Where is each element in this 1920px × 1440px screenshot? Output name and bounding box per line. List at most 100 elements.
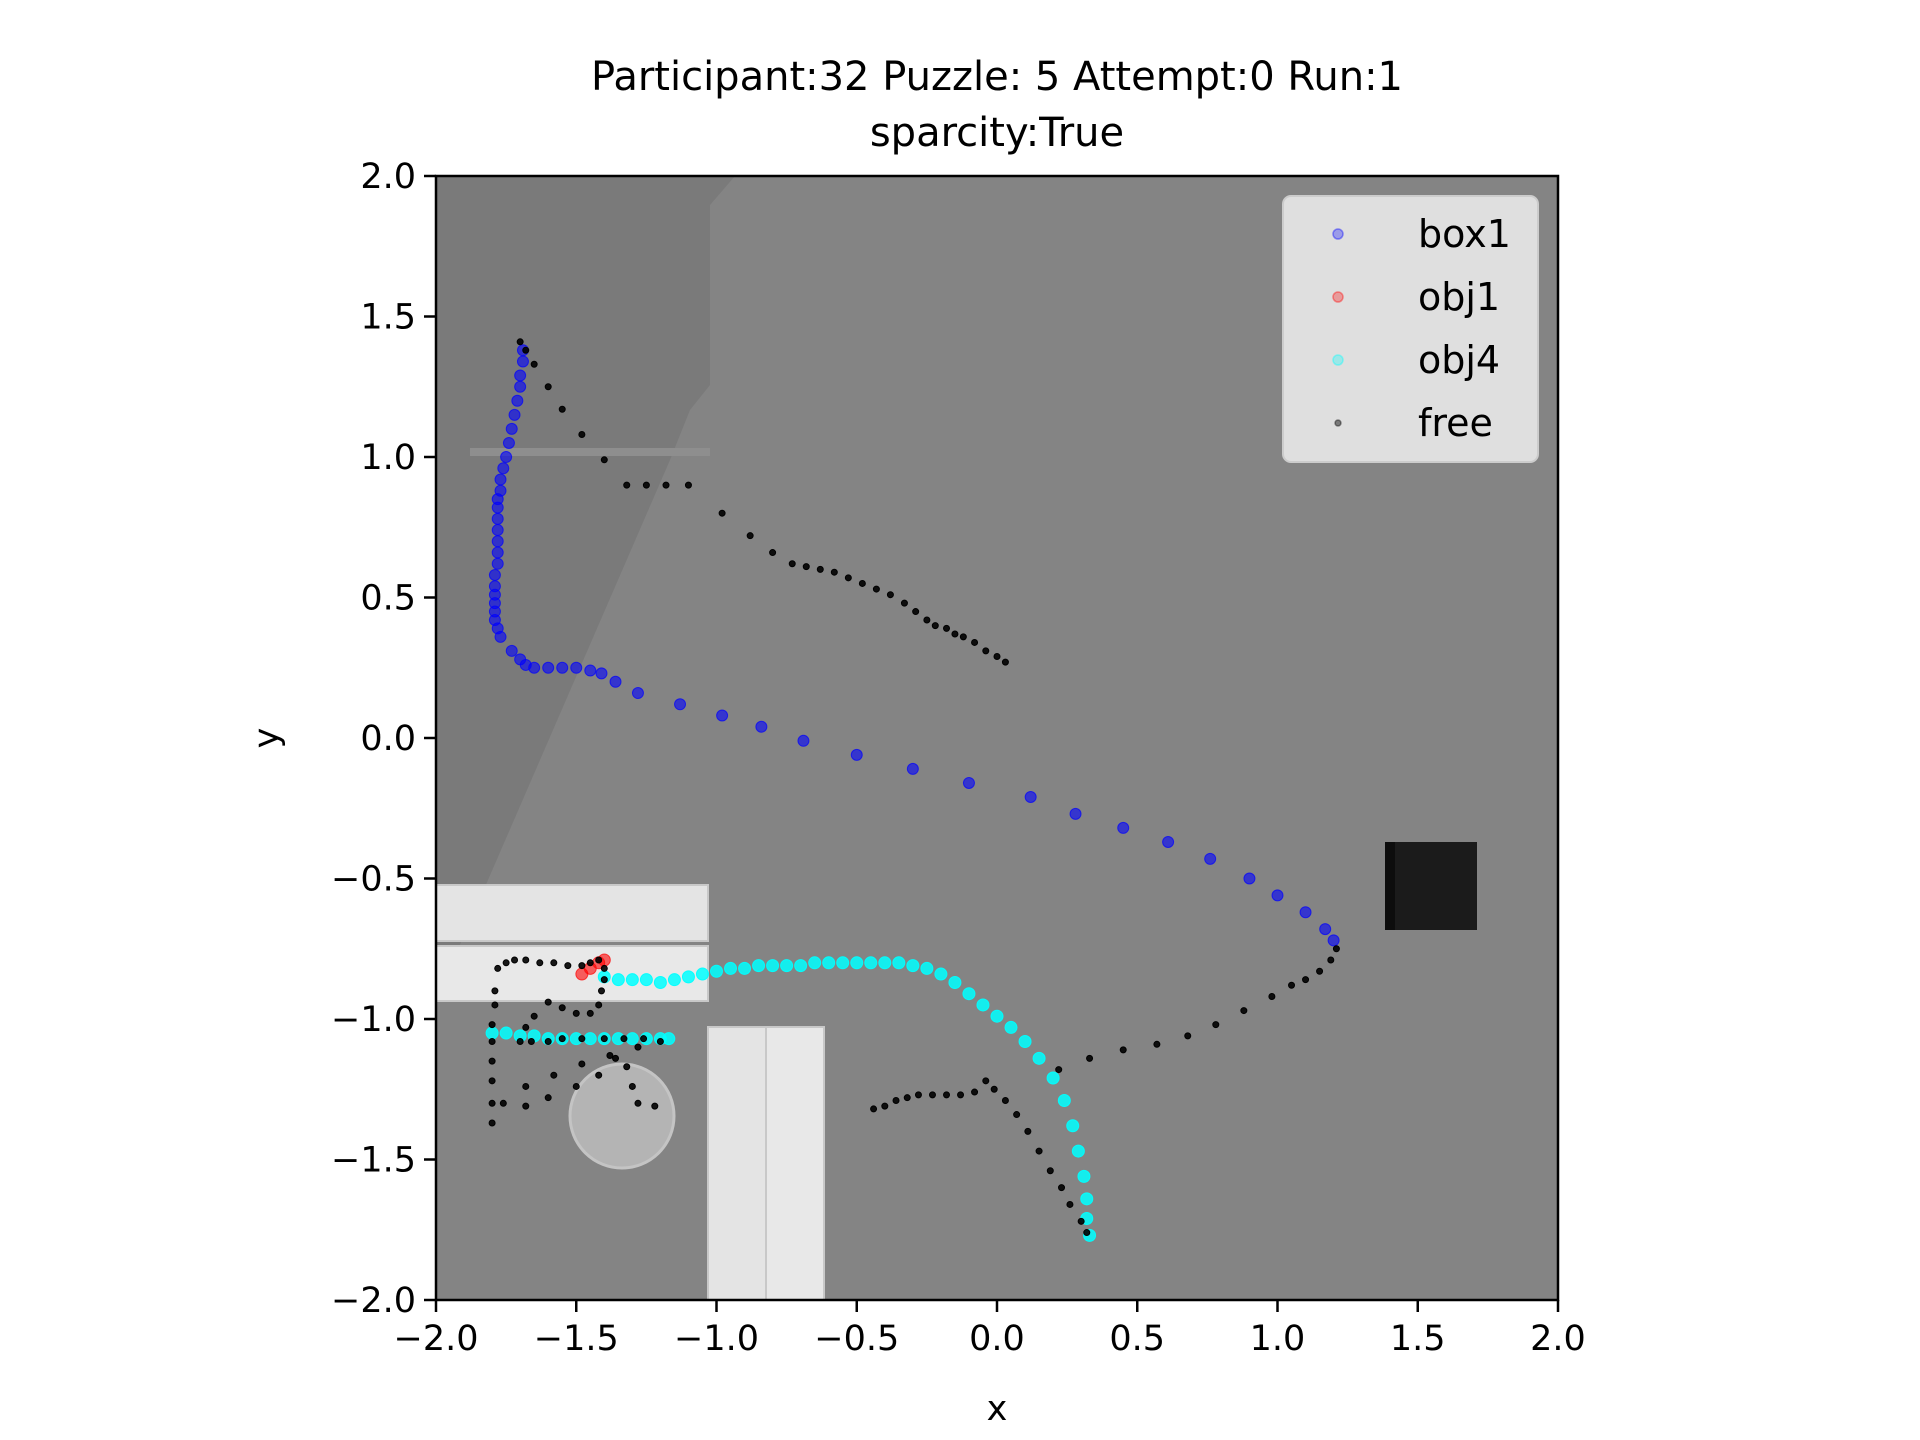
point-free (642, 481, 650, 489)
point-free (1119, 1046, 1127, 1054)
point-free (522, 1082, 530, 1090)
point-obj4 (1046, 1071, 1060, 1085)
point-obj4 (920, 961, 934, 975)
y-axis-label: y (247, 728, 287, 749)
chart-title-line1: Participant:32 Puzzle: 5 Attempt:0 Run:1 (591, 54, 1403, 100)
point-obj4 (1080, 1192, 1094, 1206)
point-obj4 (639, 973, 653, 987)
point-free (957, 1091, 965, 1099)
point-free (522, 1023, 530, 1031)
point-free (597, 987, 605, 995)
y-tick-label: 0.5 (360, 579, 416, 619)
chart-title-line2: sparcity:True (870, 110, 1124, 156)
point-free (578, 431, 586, 439)
point-free (870, 1105, 878, 1113)
x-tick-label: −0.5 (814, 1319, 899, 1359)
point-free (516, 1037, 524, 1045)
dark-wall-region (436, 176, 735, 1000)
point-free (923, 616, 931, 624)
point-box1 (716, 709, 729, 722)
point-free (971, 638, 979, 646)
point-box1 (1024, 791, 1037, 804)
x-tick-label: 1.5 (1390, 1319, 1446, 1359)
point-obj4 (1004, 1020, 1018, 1034)
point-obj4 (878, 956, 892, 970)
point-obj4 (752, 959, 766, 973)
point-box1 (1319, 923, 1332, 936)
point-box1 (491, 557, 504, 570)
y-tick-label: −1.5 (331, 1141, 416, 1181)
point-free (900, 599, 908, 607)
point-free (816, 565, 824, 573)
point-free (536, 959, 544, 967)
point-box1 (502, 436, 515, 449)
point-obj4 (667, 973, 681, 987)
point-free (1327, 956, 1335, 964)
point-box1 (1204, 852, 1217, 865)
point-free (595, 1001, 603, 1009)
point-obj4 (662, 1032, 676, 1046)
point-box1 (570, 661, 583, 674)
point-box1 (1162, 835, 1175, 848)
point-box1 (528, 661, 541, 674)
point-free (914, 1091, 922, 1099)
point-box1 (508, 408, 521, 421)
point-box1 (631, 687, 644, 700)
point-obj4 (990, 1009, 1004, 1023)
point-box1 (542, 661, 555, 674)
point-box1 (584, 664, 597, 677)
point-box1 (609, 675, 622, 688)
point-obj4 (485, 1026, 499, 1040)
point-free (1153, 1040, 1161, 1048)
point-free (943, 1091, 951, 1099)
point-box1 (514, 380, 527, 393)
y-tick-label: −2.0 (331, 1281, 416, 1321)
y-tick-label: 1.0 (360, 438, 416, 478)
point-free (522, 1102, 530, 1110)
point-obj4 (653, 975, 667, 989)
point-free (511, 956, 519, 964)
point-free (488, 1057, 496, 1065)
point-free (499, 1099, 507, 1107)
point-free (572, 1009, 580, 1017)
y-tick-label: 0.0 (360, 719, 416, 759)
point-box1 (595, 667, 608, 680)
point-free (516, 338, 524, 346)
y-tick-label: −0.5 (331, 860, 416, 900)
pillar-right (765, 1026, 825, 1300)
point-obj4 (1057, 1093, 1071, 1107)
point-obj4 (864, 956, 878, 970)
x-tick-label: 2.0 (1530, 1319, 1586, 1359)
point-free (662, 481, 670, 489)
point-obj4 (1071, 1144, 1085, 1158)
point-obj4 (499, 1026, 513, 1040)
point-free (558, 405, 566, 413)
point-free (572, 1082, 580, 1090)
point-obj4 (695, 967, 709, 981)
x-tick-label: −1.5 (534, 1319, 619, 1359)
point-obj4 (611, 973, 625, 987)
point-box1 (491, 535, 504, 548)
point-free (620, 1035, 628, 1043)
point-obj4 (1077, 1169, 1091, 1183)
point-free (656, 1037, 664, 1045)
point-box1 (491, 501, 504, 514)
point-box1 (755, 720, 768, 733)
point-free (640, 1035, 648, 1043)
point-free (530, 1012, 538, 1020)
point-obj4 (766, 959, 780, 973)
table-top-upper (436, 884, 709, 942)
x-tick-label: −2.0 (394, 1319, 479, 1359)
point-free (903, 1094, 911, 1102)
point-obj4 (1018, 1034, 1032, 1048)
point-free (600, 456, 608, 464)
point-obj4 (625, 973, 639, 987)
point-free (488, 1119, 496, 1127)
point-free (578, 1035, 586, 1043)
point-obj4 (625, 1032, 639, 1046)
point-free (718, 509, 726, 517)
point-free (1083, 1229, 1091, 1237)
point-free (488, 1037, 496, 1045)
series-box1 (488, 344, 1340, 947)
